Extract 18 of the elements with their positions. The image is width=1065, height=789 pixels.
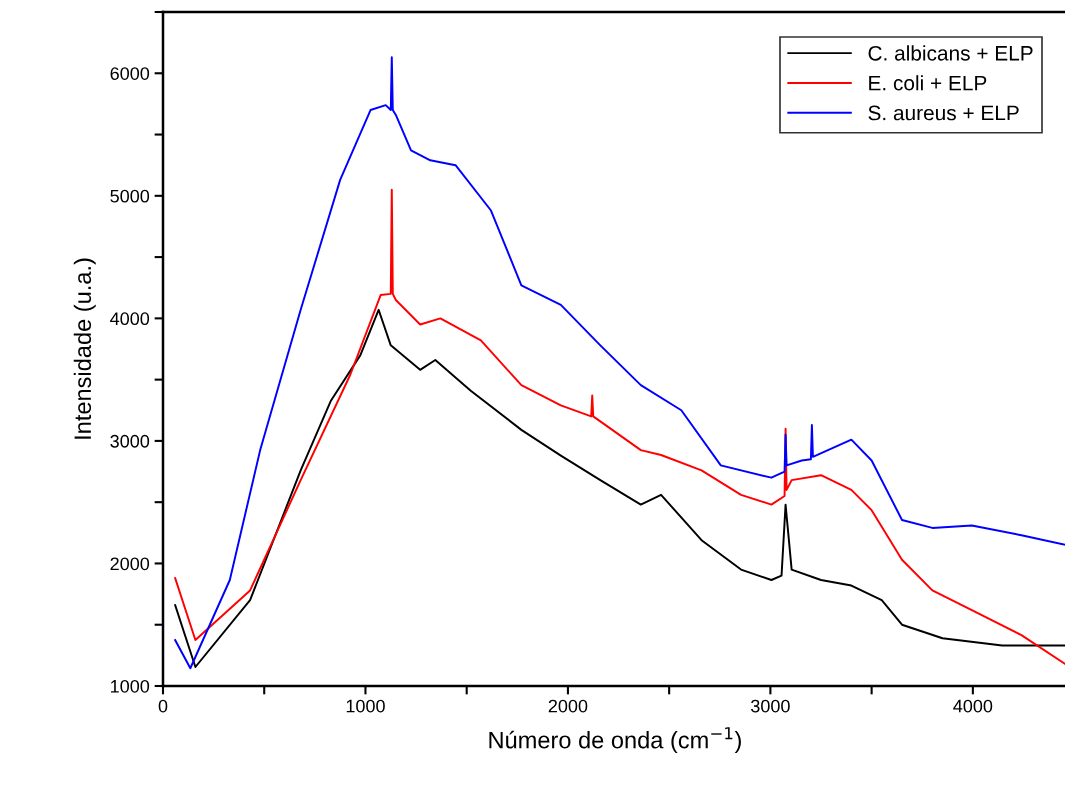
y-tick-label: 3000 [110, 434, 150, 448]
x-tick-label: 0 [158, 699, 168, 713]
x-axis-title: Número de onda (cm$^{−1}$) [489, 727, 741, 754]
y-tick-label: 1000 [111, 679, 150, 693]
y-axis-title: Intensidade (u.a.) [73, 258, 96, 439]
x-tick-label: 1000 [346, 699, 385, 713]
y-tick-label: 5000 [110, 189, 150, 203]
legend-label: S. aureus + ELP [868, 105, 1019, 121]
line-series [174, 188, 1065, 666]
x-tick-label: 2000 [548, 699, 588, 713]
legend-label: E. coli + ELP [869, 75, 987, 91]
x-tick-label: 3000 [751, 699, 790, 713]
legend-label: C. albicans + ELP [868, 45, 1033, 61]
x-tick-label: 4000 [953, 699, 993, 713]
y-tick-label: 2000 [110, 557, 150, 571]
y-tick-label: 6000 [110, 67, 150, 80]
line-series [174, 308, 1065, 668]
y-tick-label: 4000 [110, 312, 150, 326]
